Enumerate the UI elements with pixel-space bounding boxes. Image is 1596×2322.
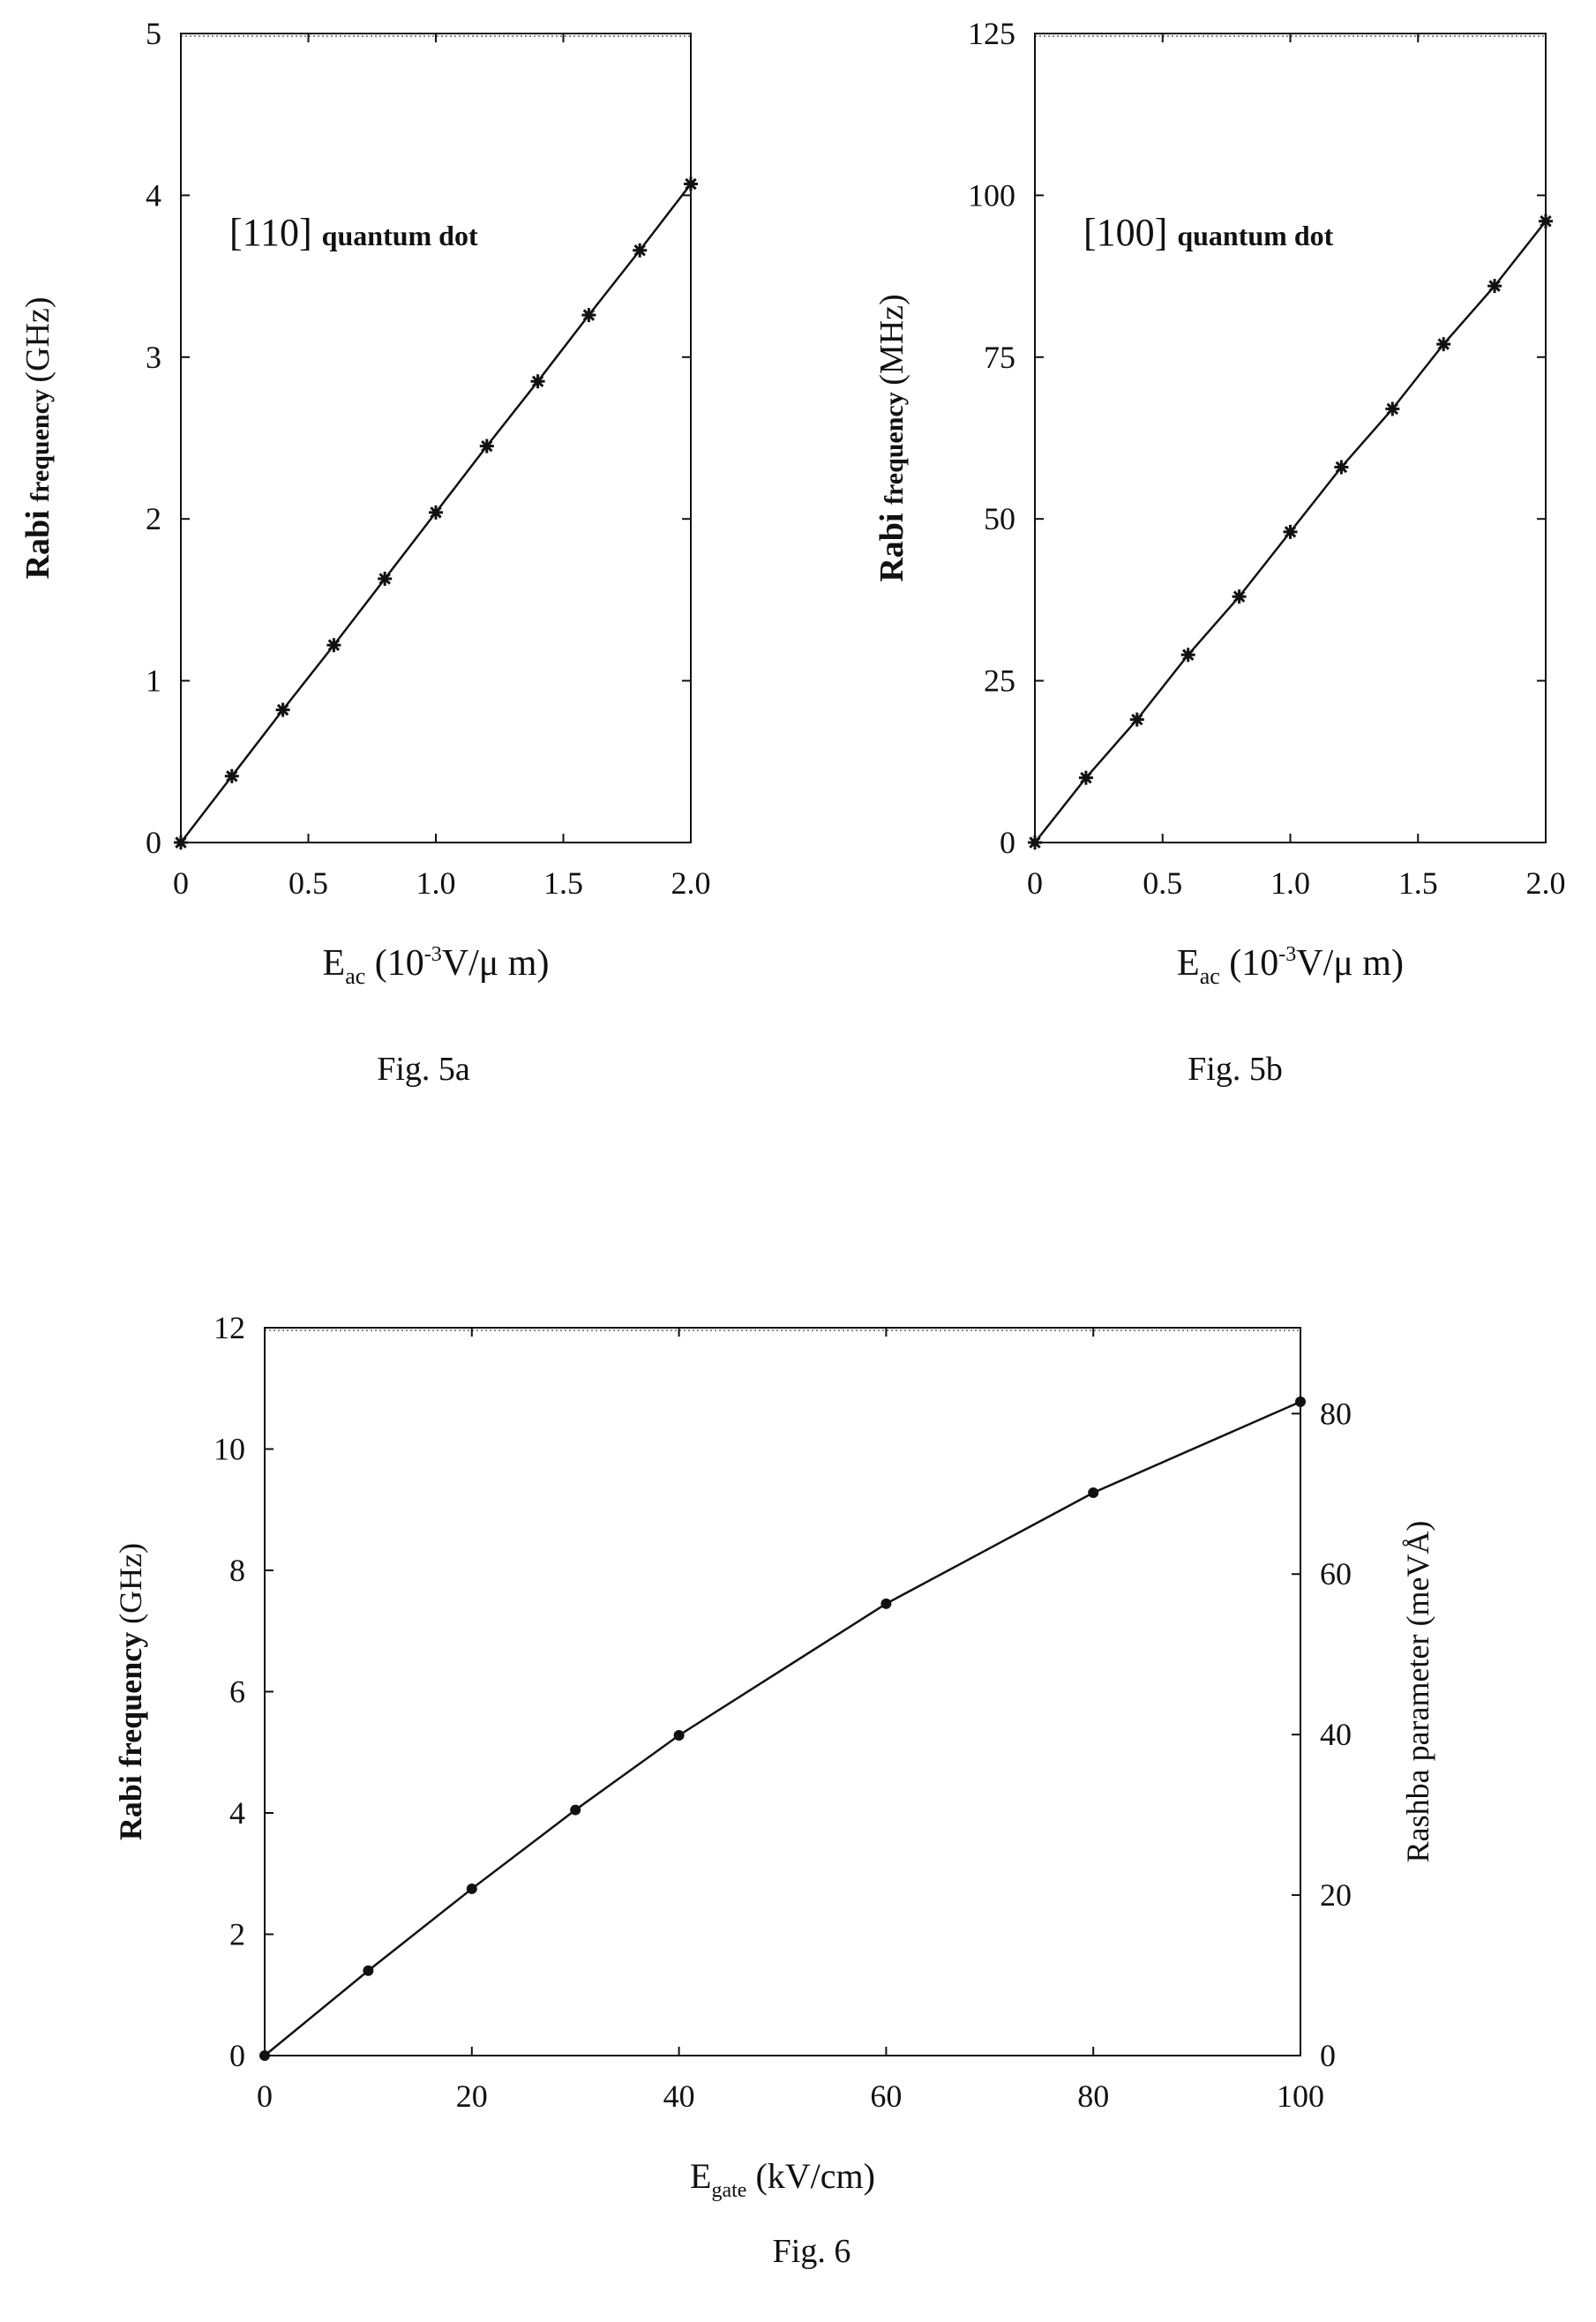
data-point (1129, 712, 1144, 727)
x-tick-label: 2.0 (1526, 865, 1566, 901)
x-tick-label: 0.5 (1143, 865, 1182, 901)
plot-frame (264, 1327, 1301, 2056)
x-tick-label: 2.0 (671, 865, 711, 901)
data-point (530, 374, 545, 389)
data-point (1436, 337, 1451, 352)
y-tick-label: 0 (229, 2038, 245, 2073)
plot-frame (180, 33, 692, 843)
y2-tick-label: 60 (1320, 1556, 1352, 1592)
plot-frame (1034, 33, 1547, 843)
data-point (259, 2050, 270, 2061)
y-tick-label: 8 (229, 1553, 245, 1588)
y-tick-label: 4 (229, 1795, 245, 1831)
y-tick-label: 3 (146, 340, 161, 375)
data-point (581, 308, 596, 323)
y-tick-label: 0 (146, 825, 161, 860)
y-axis-label: Rabi frequency (GHz) (19, 297, 56, 580)
data-point (326, 638, 341, 653)
data-point (429, 505, 443, 520)
x-tick-label: 40 (663, 2079, 695, 2114)
x-tick-label: 100 (1277, 2079, 1324, 2114)
data-point (1334, 460, 1349, 475)
data-point (1539, 213, 1553, 228)
data-point (466, 1883, 477, 1894)
y-tick-label: 100 (968, 177, 1015, 213)
annotation-label: [100] quantum dot (1083, 211, 1334, 254)
y-tick-label: 1 (146, 663, 161, 699)
y-tick-label: 4 (146, 177, 161, 213)
data-point (479, 438, 494, 453)
x-tick-label: 1.0 (416, 865, 456, 901)
x-axis-label: Eac (10-3V/μ m) (323, 943, 550, 989)
y2-tick-label: 0 (1320, 2038, 1336, 2073)
x-axis-label: Eac (10-3V/μ m) (1177, 943, 1404, 989)
data-point (880, 1598, 892, 1609)
chart-2: 0 20 40 60 80 100 0 2 4 6 8 10 12 0 20 40 60 80 Rashba par… (113, 1310, 1435, 2202)
y-tick-label: 25 (984, 663, 1015, 699)
y-tick-label: 5 (146, 16, 161, 51)
x-tick-label: 1.5 (1398, 865, 1438, 901)
y-tick-label: 2 (146, 501, 161, 536)
x-tick-label: 20 (456, 2079, 488, 2114)
data-point (275, 702, 290, 717)
y2-tick-label: 20 (1320, 1877, 1352, 1913)
x-tick-label: 0.5 (288, 865, 328, 901)
y2-axis-label: Rashba parameter (meVÅ) (1400, 1521, 1435, 1863)
data-point (684, 176, 698, 191)
data-point (1487, 279, 1502, 294)
data-point (570, 1804, 581, 1816)
y-tick-label: 75 (984, 340, 1015, 375)
y-axis-label: Rabi frequency (GHz) (113, 1543, 148, 1840)
y-axis-label: Rabi frequency (MHz) (873, 294, 910, 581)
data-point (1232, 589, 1247, 604)
y-tick-label: 50 (984, 501, 1015, 536)
x-tick-label: 0 (257, 2079, 273, 2114)
chart-0: 0 0.5 1.0 1.5 2.0 0 1 2 3 4 5 [110] quantum dot Eac … (19, 16, 711, 989)
data-point (673, 1730, 685, 1741)
data-point (224, 768, 239, 783)
x-tick-label: 1.5 (543, 865, 583, 901)
y-axis-label-text: Rabi frequency (GHz) (19, 297, 56, 580)
y-tick-label: 6 (229, 1674, 245, 1710)
data-point (1028, 835, 1042, 850)
series-line (264, 1400, 1301, 2056)
y-axis-label-text: Rabi frequency (MHz) (873, 294, 910, 581)
y-tick-label: 125 (968, 16, 1015, 51)
x-tick-label: 80 (1077, 2079, 1109, 2114)
data-point (378, 572, 393, 587)
x-tick-label: 60 (870, 2079, 902, 2114)
chart-1: 0 0.5 1.0 1.5 2.0 0 25 50 75 100 125 [100] quantum … (873, 16, 1566, 989)
x-axis-label: Egate (kV/cm) (690, 2156, 875, 2202)
data-point (1295, 1396, 1306, 1407)
x-tick-label: 0 (1027, 865, 1043, 901)
caption-fig-5a: Fig. 5a (377, 1051, 470, 1088)
y-tick-label: 10 (214, 1432, 245, 1467)
caption-fig-6: Fig. 6 (772, 2233, 851, 2270)
data-point (174, 835, 188, 850)
y2-axis-label-text: Rashba parameter (meVÅ) (1400, 1521, 1435, 1863)
caption-fig-5b: Fig. 5b (1188, 1051, 1283, 1088)
y-tick-label: 0 (1000, 825, 1015, 860)
data-point (1088, 1487, 1099, 1498)
y2-tick-label: 40 (1320, 1717, 1352, 1752)
data-point (633, 243, 648, 258)
x-tick-label: 1.0 (1270, 865, 1310, 901)
data-point (363, 1965, 374, 1976)
data-point (1078, 770, 1093, 785)
x-tick-label: 0 (173, 865, 189, 901)
y-tick-label: 2 (229, 1917, 245, 1952)
y-axis-label-text: Rabi frequency (GHz) (113, 1543, 148, 1840)
data-point (1180, 648, 1195, 663)
y-tick-label: 12 (214, 1310, 245, 1345)
data-point (1283, 524, 1298, 539)
data-point (1385, 401, 1400, 416)
y2-tick-label: 80 (1320, 1396, 1352, 1431)
annotation-label: [110] quantum dot (229, 211, 478, 254)
